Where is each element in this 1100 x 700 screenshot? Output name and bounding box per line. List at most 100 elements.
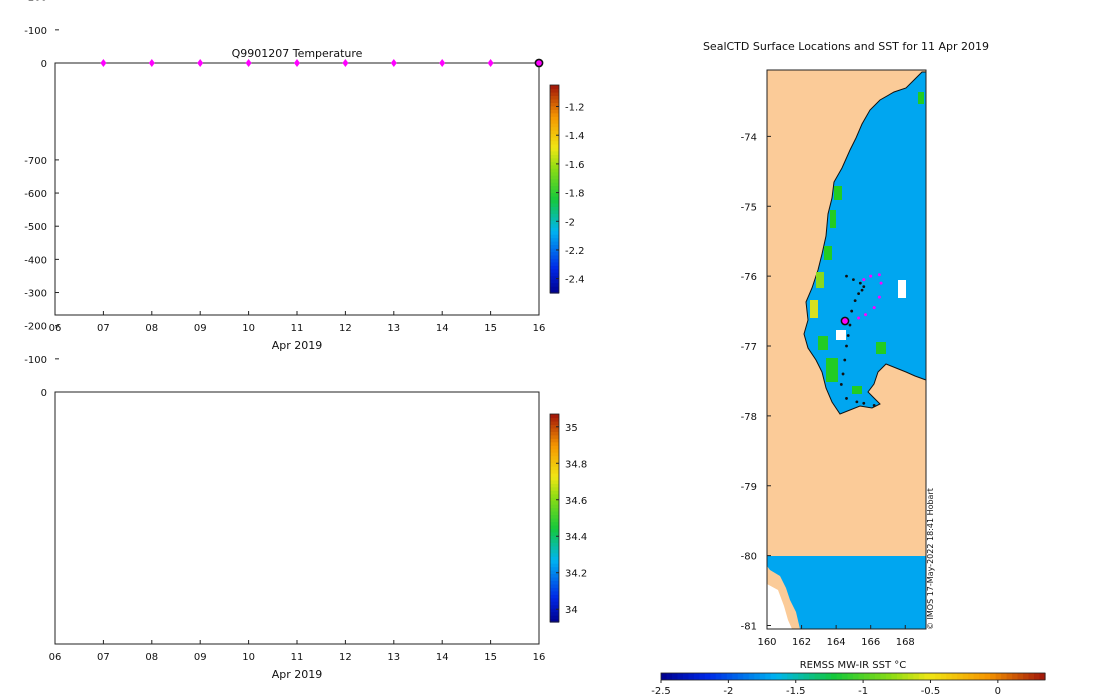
colorbar-swatch — [550, 133, 559, 138]
coastal-cell — [818, 336, 828, 350]
sst-colorbar-swatch — [946, 673, 953, 680]
colorbar-swatch — [550, 154, 559, 159]
colorbar-swatch — [550, 209, 559, 214]
sst-colorbar-swatch — [973, 673, 980, 680]
y-tick-label: -400 — [24, 255, 47, 266]
colorbar-swatch — [550, 182, 559, 187]
track-point — [852, 278, 855, 282]
surface-marker — [100, 59, 107, 67]
x-tick-label: 14 — [436, 652, 449, 663]
salinity-panel: 0 -100 -200 -300 -400 -500 -600 -700 06 07 08 09 10… — [24, 156, 587, 681]
x-tick-label: 14 — [436, 323, 449, 334]
sst-colorbar-swatch — [726, 673, 733, 680]
track-point-recent — [857, 316, 861, 320]
colorbar-swatch — [550, 105, 559, 110]
sst-colorbar-swatch — [1012, 673, 1019, 680]
latest-profile-marker — [534, 58, 544, 68]
x-tick-label: 06 — [49, 323, 62, 334]
map-lat-label: -74 — [741, 132, 757, 143]
track-point — [857, 292, 860, 295]
map-title: SealCTD Surface Locations and SST for 11… — [703, 40, 989, 53]
colorbar-swatch — [550, 466, 559, 471]
colorbar-swatch — [550, 486, 559, 491]
colorbar-swatch — [550, 247, 559, 252]
colorbar-swatch — [550, 164, 559, 169]
colorbar-swatch — [550, 570, 559, 575]
colorbar-swatch — [550, 493, 559, 498]
sst-colorbar-swatch — [1039, 673, 1046, 680]
colorbar-tick-label: -2 — [565, 217, 575, 228]
y-tick-label: -500 — [24, 222, 47, 233]
colorbar-swatch — [550, 147, 559, 152]
sst-colorbar-swatch — [935, 673, 942, 680]
colorbar-swatch — [550, 109, 559, 114]
track-point — [845, 344, 848, 348]
map-lon-label: 166 — [861, 637, 880, 648]
coastal-cell — [834, 186, 842, 200]
sst-colorbar-tick-label: -1 — [858, 686, 868, 697]
colorbar-swatch — [550, 445, 559, 450]
current-location-marker — [840, 316, 850, 326]
colorbar-swatch — [550, 479, 559, 484]
track-point-recent — [864, 313, 868, 317]
sst-colorbar-swatch — [710, 673, 717, 680]
colorbar-swatch — [550, 476, 559, 481]
colorbar-swatch — [550, 528, 559, 533]
colorbar-swatch — [550, 521, 559, 526]
map-lon-axis: 160 162 164 166 168 — [757, 625, 915, 648]
sst-colorbar-label: REMSS MW-IR SST °C — [800, 660, 907, 671]
track-point — [846, 334, 850, 337]
colorbar-swatch — [550, 189, 559, 194]
colorbar-tick-label: -2.4 — [565, 275, 585, 286]
sst-colorbar-swatch — [847, 673, 854, 680]
track-point — [839, 383, 843, 386]
colorbar-swatch — [550, 234, 559, 239]
colorbar-swatch — [550, 431, 559, 436]
sst-colorbar-swatch — [699, 673, 706, 680]
x-tick-label: 12 — [339, 323, 352, 334]
colorbar-tick-label: -1.4 — [565, 131, 585, 142]
colorbar-swatch — [550, 542, 559, 547]
track-point — [850, 309, 854, 313]
sst-colorbar-tick-label: -2.5 — [651, 686, 671, 697]
colorbar-tick-label: 34 — [565, 605, 578, 616]
colorbar-tick-label: -1.2 — [565, 103, 585, 114]
sst-colorbar-swatch — [858, 673, 865, 680]
sst-colorbar-swatch — [737, 673, 744, 680]
colorbar-tick-label: 35 — [565, 423, 578, 434]
salinity-axes-frame — [54, 391, 540, 645]
sst-colorbar-tick-label: -2 — [723, 686, 733, 697]
map-lat-label: -75 — [741, 202, 757, 213]
sst-colorbar-swatch — [880, 673, 887, 680]
map-lat-label: -80 — [741, 552, 757, 563]
colorbar-swatch — [550, 459, 559, 464]
colorbar-swatch — [550, 604, 559, 609]
sst-colorbar-swatch — [874, 673, 882, 680]
colorbar-swatch — [550, 518, 559, 523]
colorbar-swatch — [550, 535, 559, 540]
colorbar-swatch — [550, 538, 559, 543]
temperature-colorbar: -1.2 -1.4 -1.6 -1.8 -2 -2.2 -2.4 — [549, 84, 585, 294]
surface-marker — [148, 59, 155, 67]
colorbar-frame — [549, 84, 560, 294]
sst-colorbar-tick-label: -1.5 — [786, 686, 806, 697]
track-point-recent — [872, 306, 876, 310]
ross-sea-water — [803, 71, 927, 415]
sst-colorbar-swatch — [951, 673, 958, 680]
sst-colorbar-swatch — [863, 673, 871, 680]
map-lon-label: 164 — [827, 637, 846, 648]
colorbar-swatch — [550, 583, 559, 588]
track-point — [862, 285, 866, 289]
colorbar-tick-label: -1.6 — [565, 160, 585, 171]
x-tick-label: 10 — [242, 323, 255, 334]
y-tick-label: -100 — [24, 355, 47, 366]
coastal-cell — [852, 386, 862, 394]
colorbar-swatch — [550, 216, 559, 221]
x-tick-label: 06 — [49, 652, 62, 663]
sst-colorbar-swatch — [1006, 673, 1013, 680]
surface-marker — [197, 59, 204, 67]
colorbar-swatch — [550, 438, 559, 443]
x-tick-label: 07 — [97, 323, 110, 334]
coastal-cell — [826, 358, 838, 382]
